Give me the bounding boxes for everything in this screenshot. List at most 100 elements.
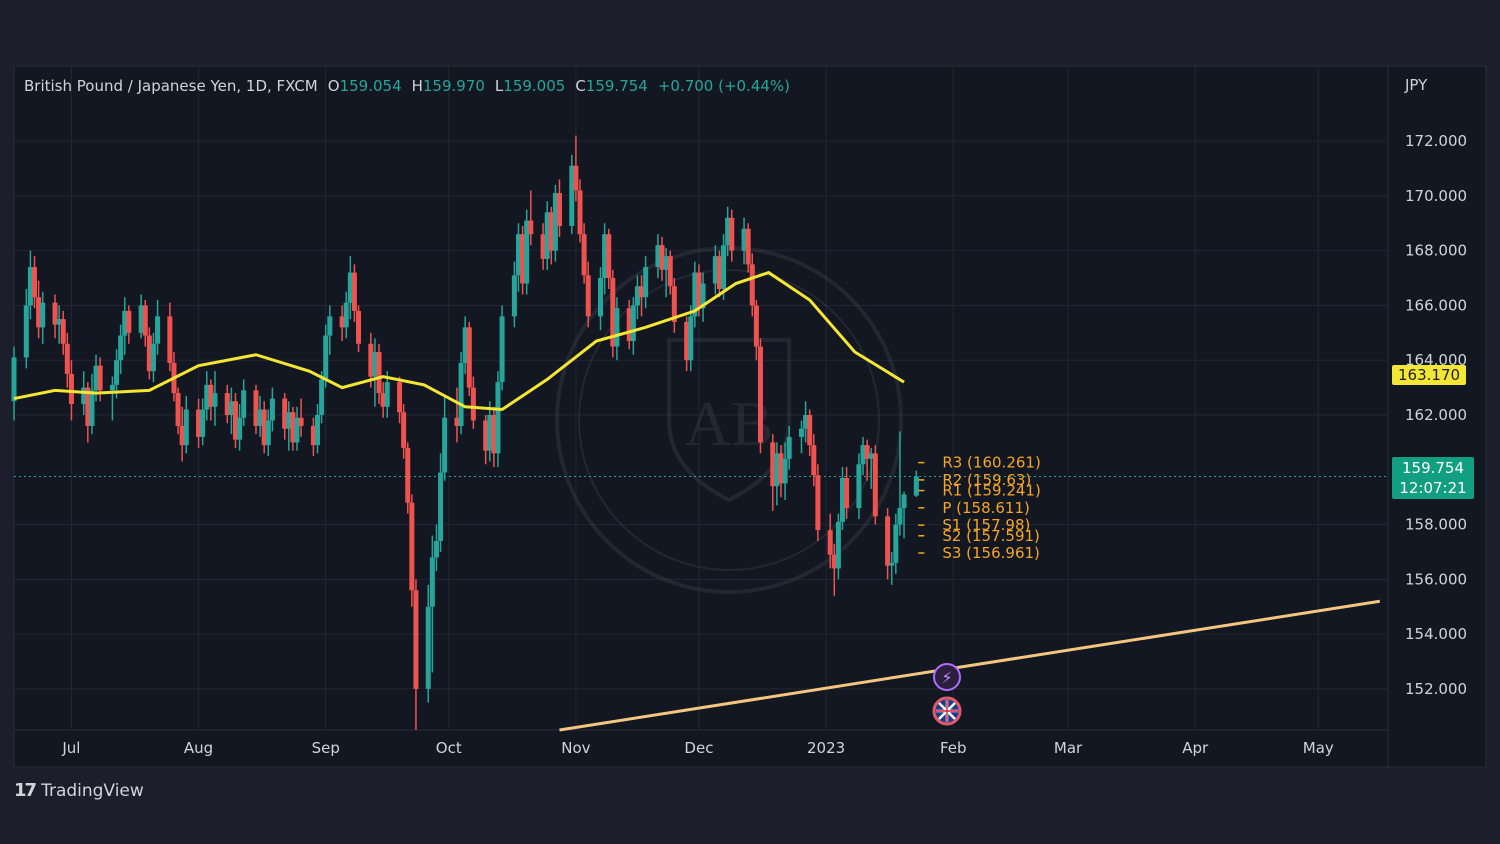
candle-body (757, 346, 763, 443)
trendline[interactable] (559, 599, 1381, 732)
moving-average-line[interactable] (13, 270, 905, 412)
candle-body (614, 308, 620, 347)
candle-body (466, 327, 472, 388)
candle-body (548, 212, 554, 251)
pivot-level-label: R3 (160.261) (942, 454, 1040, 472)
grid (14, 66, 1388, 730)
candle-body (552, 193, 558, 251)
candle-body (741, 228, 747, 251)
candle-body (122, 310, 128, 336)
candle-body (577, 190, 583, 235)
candle-body (413, 590, 419, 689)
candle-body (585, 275, 591, 317)
pivot-level-label: S1 (157.98) (942, 516, 1030, 534)
candle-body (241, 390, 247, 418)
candle-body (745, 228, 751, 265)
symbol-legend[interactable]: British Pound / Japanese Yen, 1D, FXCM O… (24, 76, 790, 96)
candle-body (458, 362, 464, 426)
candle-body (491, 415, 497, 454)
y-axis: 172.000 170.000 168.000 166.000 164.000 162.0… (1405, 132, 1467, 698)
change-value: +0.700 (+0.44%) (657, 77, 791, 95)
candle-body (36, 297, 42, 328)
candle-body (573, 165, 579, 191)
tradingview-wordmark: TradingView (41, 780, 144, 801)
candle-body (528, 220, 534, 235)
candle-body (712, 256, 718, 284)
candle-body (606, 234, 612, 279)
candle-body (831, 554, 837, 569)
candle-body (626, 308, 632, 342)
candle-body (68, 373, 74, 405)
x-tick-label: May (1303, 739, 1334, 757)
currency-label[interactable]: JPY (1405, 76, 1428, 94)
y-tick-label: 170.000 (1405, 187, 1467, 205)
candle-body (643, 267, 649, 298)
candle-body (85, 387, 91, 426)
candle-body (265, 420, 271, 446)
candle-body (167, 316, 173, 363)
pivot-level-label: P (158.611) (942, 499, 1030, 517)
candle-body (840, 478, 846, 522)
candle-body (639, 286, 645, 298)
candle-body (155, 316, 161, 344)
candle-body (696, 272, 702, 309)
candle-body (692, 272, 698, 317)
lightning-event-icon[interactable] (933, 663, 961, 691)
candle-body (442, 417, 448, 473)
candle-body (487, 415, 493, 451)
candle-body (286, 412, 292, 429)
candle-body (212, 393, 218, 407)
candle-body (540, 234, 546, 259)
candle-body (232, 401, 238, 440)
candle-body (667, 256, 673, 287)
candle-body (889, 562, 895, 566)
x-tick-label: 2023 (807, 739, 845, 757)
candle-body (118, 335, 124, 361)
y-tick-label: 162.000 (1405, 406, 1467, 424)
candle-body (598, 278, 604, 317)
candle-body (298, 417, 304, 426)
last-price-tag: 159.754 12:07:21 (1392, 457, 1474, 499)
candle-body (868, 453, 874, 459)
candle-body (778, 453, 784, 484)
candle-body (138, 305, 144, 333)
symbol-name[interactable]: British Pound / Japanese Yen, 1D, FXCM (24, 77, 318, 95)
candle-body (253, 390, 259, 426)
pivot-level-label: S2 (157.591) (942, 527, 1040, 545)
candle-body (351, 272, 357, 311)
candle-body (721, 245, 727, 289)
candle-body (835, 521, 841, 569)
candle-body (700, 283, 706, 309)
candle-body (602, 234, 608, 279)
pivot-level-label: R2 (159.63) (942, 471, 1031, 489)
y-tick-label: 166.000 (1405, 296, 1467, 314)
tradingview-mark-icon: 17 (14, 780, 37, 801)
candle-body (32, 267, 38, 298)
candle-body (815, 475, 821, 531)
candle-body (290, 412, 296, 443)
pivot-level-label: S3 (156.961) (942, 544, 1040, 562)
candle-body (511, 275, 517, 317)
x-tick-label: Apr (1182, 739, 1209, 757)
candle-body (844, 478, 850, 509)
candle-body (885, 516, 891, 566)
candle-body (913, 476, 919, 496)
candle-body (499, 316, 505, 383)
candle-body (52, 302, 58, 325)
candle-body (663, 256, 669, 270)
candle-body (569, 165, 575, 226)
candle-body (179, 425, 185, 446)
candle-body (372, 352, 378, 377)
candle-body (196, 409, 202, 437)
candle-body (294, 417, 300, 443)
event-icons[interactable]: ⚡ (932, 663, 962, 726)
candle-body (97, 365, 103, 391)
x-tick-label: Aug (184, 739, 213, 757)
candle-body (770, 442, 776, 487)
x-tick-label: Oct (436, 739, 462, 757)
tradingview-logo[interactable]: 17 TradingView (14, 780, 144, 801)
candle-body (729, 217, 735, 251)
close-label: C (575, 77, 586, 95)
candle-body (89, 390, 95, 426)
